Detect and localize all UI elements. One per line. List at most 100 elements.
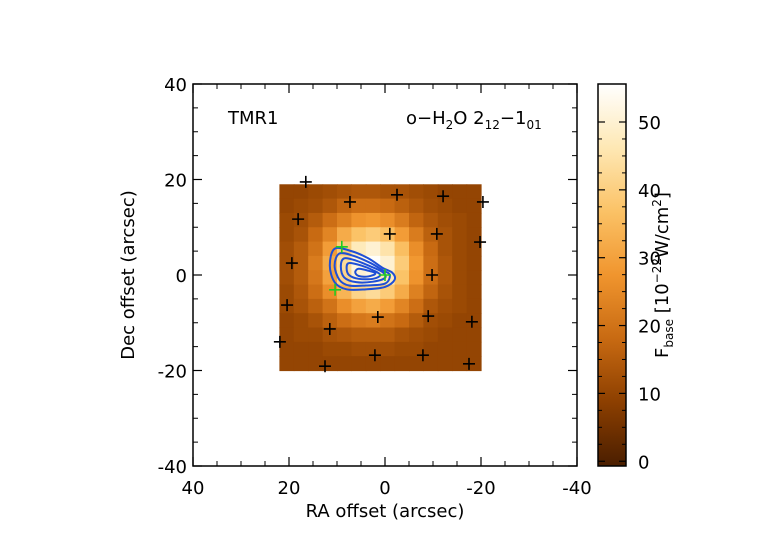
heatmap-cell xyxy=(437,327,453,343)
heatmap-cell xyxy=(322,313,338,329)
y-tick-label: 20 xyxy=(164,171,187,192)
heatmap-cell xyxy=(452,356,468,372)
heatmap-cell xyxy=(452,212,468,228)
heatmap-cell xyxy=(409,255,424,271)
heatmap-cell xyxy=(308,313,324,329)
heatmap-cell xyxy=(337,298,352,314)
heatmap-cell xyxy=(394,255,410,271)
contour xyxy=(328,246,397,291)
heatmap-cell xyxy=(380,198,396,214)
heatmap-cell xyxy=(365,284,381,300)
heatmap-cell xyxy=(351,298,367,314)
x-tick-label: 0 xyxy=(379,478,390,499)
x-tick-label: 40 xyxy=(182,478,205,499)
heatmap-cell xyxy=(308,212,324,228)
heatmap-cell xyxy=(337,341,352,357)
heatmap-cell xyxy=(409,341,424,357)
heatmap-cell xyxy=(380,341,396,357)
heatmap-cell xyxy=(293,270,309,286)
heatmap-cell xyxy=(293,341,309,357)
source-label: TMR1 xyxy=(227,108,278,129)
heatmap-cell xyxy=(423,284,439,300)
heatmap-cell xyxy=(308,284,324,300)
position-marker xyxy=(476,195,489,208)
heatmap-cell xyxy=(437,212,453,228)
heatmap-cell xyxy=(452,298,468,314)
y-tick-label: 40 xyxy=(164,75,187,96)
heatmap-cell xyxy=(308,341,324,357)
heatmap-cell xyxy=(466,227,482,243)
heatmap-cell xyxy=(322,212,338,228)
heatmap-cell xyxy=(322,298,338,314)
colorbar xyxy=(597,83,627,467)
heatmap-cell xyxy=(452,270,468,286)
heatmap-cell xyxy=(452,241,468,257)
position-marker xyxy=(426,269,439,281)
colorbar-tick-label: 20 xyxy=(638,317,661,338)
heatmap-cell xyxy=(423,341,439,357)
line-label: o−H2O 212−101 xyxy=(406,108,542,132)
heatmap-cell xyxy=(293,255,309,271)
colorbar-label-part: −22 xyxy=(650,258,664,283)
line-label-part: −1 xyxy=(500,108,527,129)
heatmap-cell xyxy=(279,227,295,243)
heatmap-cell xyxy=(308,184,324,200)
heatmap-cell xyxy=(293,241,309,257)
heatmap-cell xyxy=(322,327,338,343)
heatmap-cell xyxy=(365,298,381,314)
position-marker xyxy=(371,311,384,324)
heatmap-cell xyxy=(293,284,309,300)
heatmap-cell xyxy=(437,241,453,257)
heatmap-cell xyxy=(409,227,424,243)
heatmap-cell xyxy=(365,227,381,243)
line-label-part: 01 xyxy=(526,118,541,132)
heatmap-cell xyxy=(437,298,453,314)
heatmap-cell xyxy=(380,298,396,314)
heatmap-cell xyxy=(437,313,453,329)
heatmap-cell xyxy=(409,356,424,372)
heatmap-cell xyxy=(365,241,381,257)
heatmap-cell xyxy=(466,255,482,271)
line-label-part: 2 xyxy=(446,118,454,132)
position-marker xyxy=(391,188,403,201)
heatmap-cell xyxy=(308,298,324,314)
heatmap-cell xyxy=(337,356,352,372)
heatmap-cell xyxy=(322,198,338,214)
heatmap-cell xyxy=(423,327,439,343)
heatmap-cell xyxy=(394,298,410,314)
heatmap-cell xyxy=(365,327,381,343)
heatmap-cell xyxy=(380,184,396,200)
heatmap-cell xyxy=(423,241,439,257)
position-marker xyxy=(292,213,305,226)
x-axis-label: RA offset (arcsec) xyxy=(306,501,465,522)
heatmap-cell xyxy=(452,284,468,300)
heatmap-cell xyxy=(365,198,381,214)
heatmap-cell xyxy=(437,284,453,300)
position-marker xyxy=(422,310,435,323)
colorbar-label-part: F xyxy=(652,348,673,358)
y-axis-label: Dec offset (arcsec) xyxy=(118,190,139,360)
heatmap-cell xyxy=(409,298,424,314)
heatmap-cell xyxy=(409,241,424,257)
position-marker xyxy=(323,322,336,335)
heatmap-cell xyxy=(351,227,367,243)
heatmap-cell xyxy=(466,284,482,300)
heatmap-cell xyxy=(437,341,453,357)
colorbar-tick-label: 0 xyxy=(638,452,649,473)
heatmap-cell xyxy=(351,212,367,228)
colorbar-label-part: 2 xyxy=(650,199,664,207)
heatmap-cell xyxy=(337,212,352,228)
heatmap-cell xyxy=(380,255,396,271)
heatmap-cell xyxy=(293,212,309,228)
colorbar-label-part: [10 xyxy=(652,283,673,319)
heatmap-cell xyxy=(409,198,424,214)
heatmap-cell xyxy=(452,227,468,243)
heatmap-cell xyxy=(365,184,381,200)
colorbar-label-part: W/cm xyxy=(652,207,673,258)
position-marker xyxy=(319,360,331,373)
heatmap-cell xyxy=(409,284,424,300)
x-tick-label: -20 xyxy=(466,478,495,499)
heatmap-cell xyxy=(322,341,338,357)
heatmap-cell xyxy=(409,313,424,329)
